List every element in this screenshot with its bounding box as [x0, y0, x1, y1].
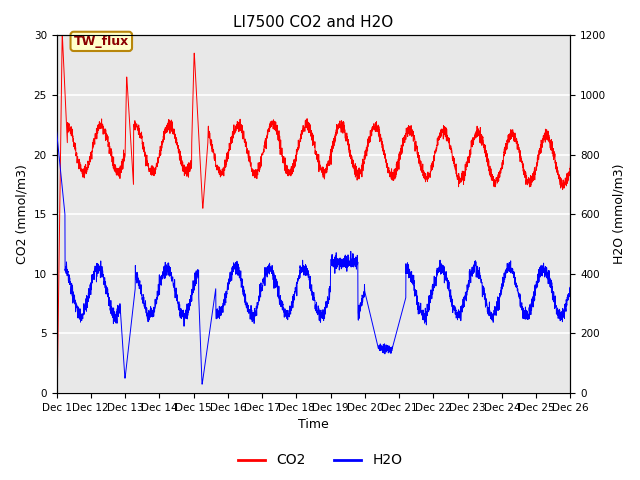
Y-axis label: CO2 (mmol/m3): CO2 (mmol/m3): [15, 164, 28, 264]
Legend: CO2, H2O: CO2, H2O: [232, 448, 408, 473]
X-axis label: Time: Time: [298, 419, 329, 432]
Title: LI7500 CO2 and H2O: LI7500 CO2 and H2O: [234, 15, 394, 30]
Text: TW_flux: TW_flux: [74, 35, 129, 48]
Y-axis label: H2O (mmol/m3): H2O (mmol/m3): [612, 164, 625, 264]
